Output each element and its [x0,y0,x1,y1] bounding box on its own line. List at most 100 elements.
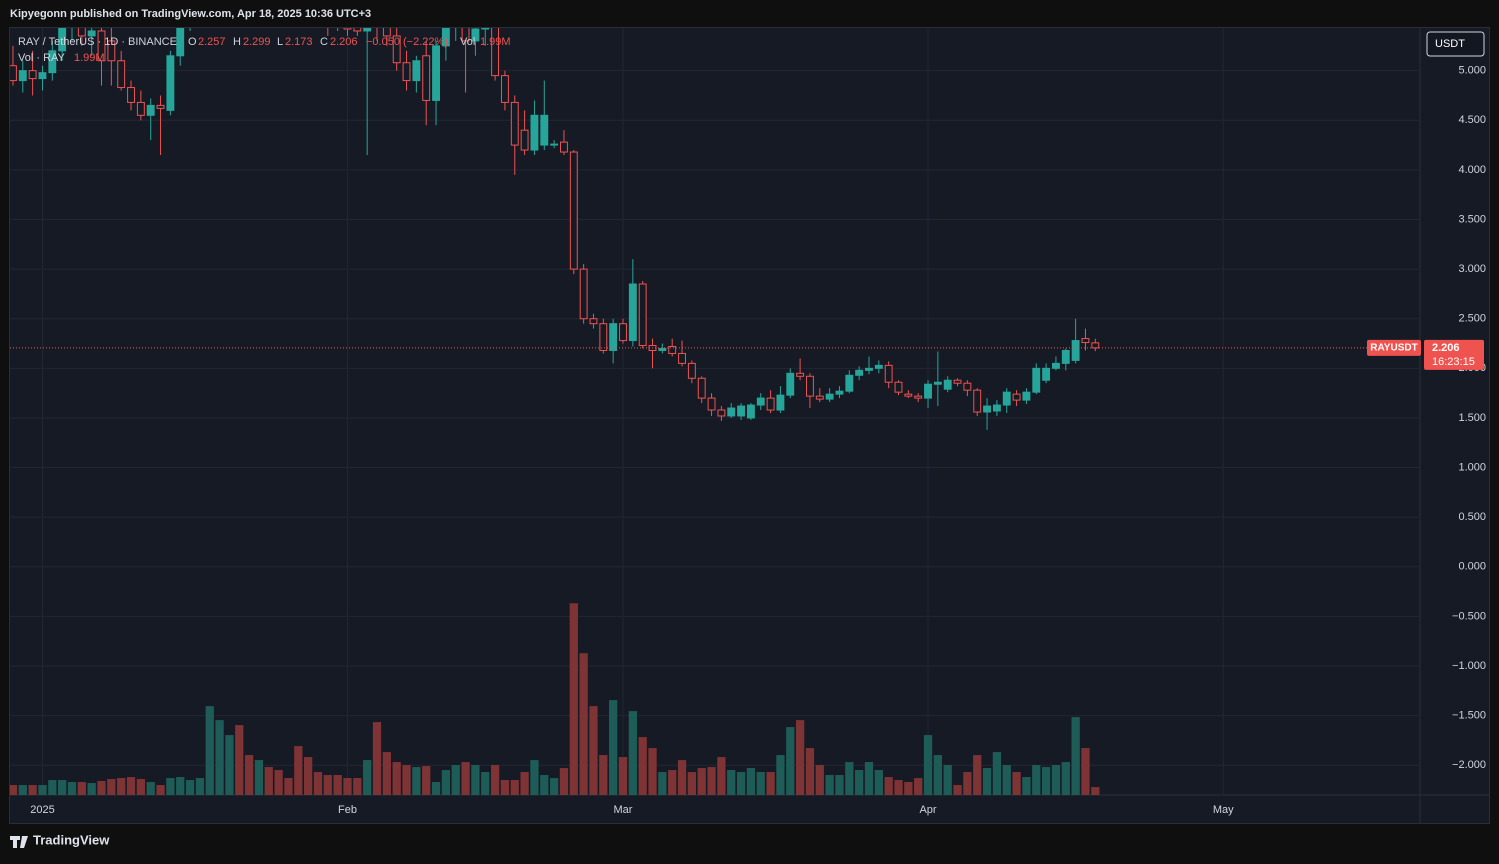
volume-bar [933,755,942,795]
candle-body [1061,349,1070,364]
candle-body [432,45,440,101]
volume-bar [855,770,864,795]
volume-bar [363,760,372,795]
volume-bar [97,781,106,795]
volume-bar [707,767,716,795]
candle-body [491,28,500,77]
candle-body [107,40,116,62]
y-tick-label: 3.500 [1458,213,1486,225]
volume-bar [638,737,647,795]
candle-body [1051,362,1060,369]
volume-bar [963,772,972,795]
candle-body [550,143,559,146]
volume-bar [786,727,795,795]
currency[interactable]: USDT [1435,38,1465,50]
legend-l: L [277,36,283,48]
volume-bar [117,778,126,795]
candle-body [38,72,47,80]
volume-bar [835,775,844,795]
volume-bar [697,768,706,795]
candle-body [127,87,135,103]
candle-body [569,151,578,270]
x-tick-label: Apr [919,804,936,816]
candle-body [1032,367,1041,393]
candle-body [353,28,362,32]
volume-bar [1032,765,1041,795]
candle-body [540,114,549,146]
volume-bar [87,783,96,795]
volume-bar [992,752,1002,795]
candle-body [924,383,932,399]
y-tick-label: −2.000 [1452,759,1486,771]
volume-bar [481,772,490,795]
volume-bar [10,785,18,795]
volume-bar [687,772,697,795]
candle-body [530,114,539,151]
volume-bar [973,755,982,795]
volume-bar [313,772,323,795]
candle-body [609,323,618,351]
x-tick-label: Mar [614,804,633,816]
candle-body [1071,340,1080,361]
candle-body [18,70,27,82]
legend-symbol: RAY / TetherUS · 1D · BINANCE [18,36,177,48]
candle-body [579,268,588,320]
volume-bar [304,757,313,795]
candle-body [1002,391,1011,406]
candle-body [678,352,686,364]
legend-h: H [233,36,241,48]
candle-body [412,60,421,82]
volume-bar [894,780,903,795]
candle-body [136,101,145,116]
candle-body [560,141,568,153]
candle-body [599,323,608,351]
volume-bar [235,725,244,795]
volume-bar [776,755,785,795]
volume-bar [1041,767,1051,795]
candle-body [382,28,391,37]
volume-bar [658,772,667,795]
candle-body [687,362,696,379]
volume-bar [668,770,677,795]
volume-bar [569,603,578,795]
candle-body [77,28,86,37]
volume-bar [736,772,746,795]
volume-bar [451,765,460,795]
currency-button[interactable] [1426,31,1485,57]
volume-bar [254,760,264,795]
volume-bar [392,762,401,795]
candle-body [737,405,746,417]
chart-panel [9,27,1490,824]
y-tick-label: 1.500 [1458,412,1486,424]
volume-bar [1091,787,1100,795]
candle-body [825,393,834,400]
volume-bar [648,748,657,795]
candle-body [963,382,972,391]
volume-bar [864,762,874,795]
axes: −2.000 −1.500 −1.000 −0.500 0.000 0.500 1.000 1… [30,65,1486,816]
volume-bar [766,772,775,795]
candle-body [992,404,1001,412]
volume-bar [805,748,815,795]
volume-bar [1012,772,1021,795]
volume-bar [1081,748,1090,795]
candle-body [343,28,352,30]
candle-body [756,397,765,406]
candle-body [1022,391,1031,401]
legend-vol: Vol [460,36,475,48]
volume-bar [609,700,618,795]
symbol-tag: RAYUSDT [1370,343,1417,354]
volume-bar [215,720,224,795]
volume-bar [353,778,362,795]
volume-bar [540,775,549,795]
volume-bar [510,780,519,795]
y-tick-label: −1.500 [1452,710,1486,722]
volume-bar [156,785,165,795]
volume-bar [382,752,391,795]
volume-bar [1051,765,1061,795]
y-tick-label: 4.500 [1458,114,1486,126]
volume-bar [48,780,57,795]
candle-body [697,377,706,399]
volume-bar [471,765,480,795]
legend: RAY / TetherUS · 1D · BINANCE O 2.257 H … [18,36,511,64]
